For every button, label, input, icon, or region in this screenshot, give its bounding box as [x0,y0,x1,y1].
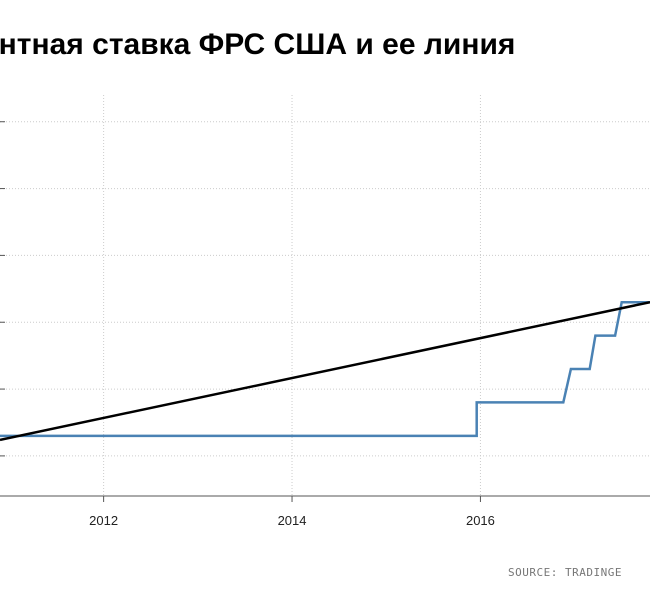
x-tick-label: 2014 [278,513,307,528]
chart-title: ентная ставка ФРС США и ее линия [0,28,516,61]
rate-series-line [0,300,650,438]
grid-layer [0,95,650,496]
series-layer [0,300,650,442]
trend-series-line [0,300,650,442]
x-tick-label: 2016 [466,513,495,528]
x-tick-label: 2012 [89,513,118,528]
x-axis-ticks: 2012 2014 2016 [0,121,495,528]
source-label: SOURCE: TRADINGE [508,566,622,579]
